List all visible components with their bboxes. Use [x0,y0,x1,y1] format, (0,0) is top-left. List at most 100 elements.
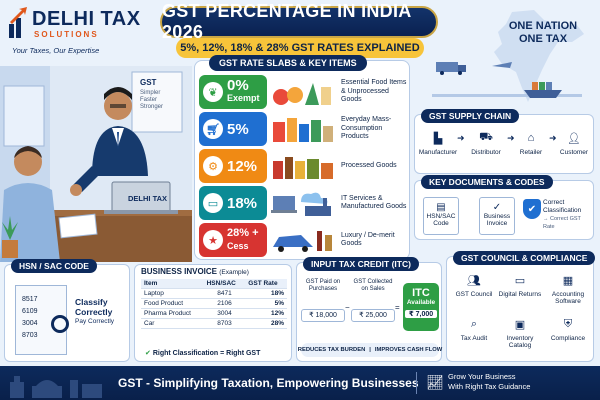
hsn-heading: HSN / SAC CODE [11,259,97,273]
india-map-icon [494,10,584,102]
node-label: Customer [559,149,589,156]
benefit-left: REDUCES TAX BURDEN [297,347,366,353]
divider: | [369,347,371,353]
slab-rate: 5% [227,120,249,138]
board-line-faster: Faster [140,97,158,103]
cart-icon: 🛒︎ [203,119,223,139]
invoice-heading: BUSINESS INVOICE (Example) [141,267,249,276]
hsn-code: 6109 [22,308,38,315]
gst-paid: GST Paid on Purchases ₹ 18,000 [301,279,345,322]
council-item: ⌕ Tax Audit [451,315,497,343]
groceries-icon [273,118,333,142]
council-label: Inventory Catalog [506,335,534,349]
slab-desc: Essential Food Items & Unprocessed Goods [341,79,407,104]
gear-icon: ⚙ [203,156,223,176]
nation-line-2: ONE TAX [518,33,568,45]
table-row: Laptop 8471 18% [141,288,287,299]
classify-note: Classify Correctly Pay Correctly [75,297,129,327]
arrow-icon: ➜ [549,133,557,143]
slab-desc: Luxury / De-merit Goods [341,231,395,248]
table-row: Food Product 2106 5% [141,298,287,309]
itc-sub: Available [406,299,436,306]
itc-heading: INPUT TAX CREDIT (ITC) [303,257,419,271]
slab-badge: 🛒︎ 5% [199,112,267,146]
equals-icon: = [395,303,400,312]
people-icon: 👥︎ [467,274,481,287]
nation-line-1: ONE NATION [508,20,578,32]
minus-icon: − [345,303,350,312]
page-subtitle: 5%, 12%, 18% & 28% GST RATES EXPLAINED [176,38,424,58]
node-customer: 👤︎ Customer [555,129,593,157]
hsn-code: 8517 [22,296,38,303]
shield-check-icon: ✔ [523,199,541,219]
classification-sub: → Correct GST Rate [543,216,581,230]
footer-tagline: Grow Your Business With Right Tax Guidan… [448,372,530,392]
truck-icon: ⛟ [479,131,493,143]
magnifier-icon [51,315,69,333]
table-row: Pharma Product 3004 12% [141,308,287,319]
documents-card: KEY DOCUMENTS & CODES ▤ HSN/SAC Code ✓ B… [414,175,594,240]
calculator-icon: ▦ [562,274,574,287]
monitor-icon: ▭ [203,193,223,213]
slab-badge: ▭ 18% [199,186,267,220]
slab-badge: ★ 28% + Cess [199,223,267,257]
store-icon: ⌂ [527,132,535,144]
factory-icon: ▙ [433,132,443,145]
council-item: ▣ Inventory Catalog [497,315,543,350]
council-item: ⛨ Compliance [543,315,593,343]
shield-icon: ⛨ [563,317,573,330]
laptop-brand: DELHI TAX [128,194,168,203]
itc-title: ITC [412,287,430,299]
board-lines: Simpler Faster Stronger [140,90,163,111]
collected-title: GST Collected on Sales [353,279,393,292]
slab-desc: Everyday Mass-Consumption Products [341,116,392,141]
classify-line-1: Classify [75,297,108,307]
arrow-icon: ➜ [507,133,515,143]
documents-heading: KEY DOCUMENTS & CODES [421,175,553,189]
boxes-icon: ▣ [514,318,526,331]
classification-title: Correct Classification [543,199,582,214]
col-rate: GST Rate [245,279,287,289]
brand-logo: DELHI TAX SOLUTIONS Your Taxes, Our Expe… [8,6,158,62]
brand-name: DELHI TAX [32,8,141,30]
footer-tagline-1: Grow Your Business [448,372,516,381]
brand-sub: SOLUTIONS [34,30,99,39]
council-card: GST COUNCIL & COMPLIANCE 👥︎ GST Council … [446,251,596,362]
classify-line-2: Correctly [75,307,113,317]
council-item: ▦ Accounting Software [543,271,593,306]
laptop-icon: ▭ [514,274,526,287]
invoice-icon: ✓ [492,202,502,213]
slab-rate: 28% + Cess [227,227,259,251]
itc-benefits: REDUCES TAX BURDEN | IMPROVES CASH FLOW [297,343,442,357]
classification-note: Correct Classification → Correct GST Rat… [543,199,593,231]
gst-collected: GST Collected on Sales ₹ 25,000 [351,279,395,322]
check-icon: ✔ [145,350,151,357]
council-heading: GST COUNCIL & COMPLIANCE [453,251,596,265]
slab-row-4: ★ 28% + Cess Luxury / De-merit Goods [199,223,407,257]
arrow-icon: ➜ [457,133,465,143]
council-label: Digital Returns [498,291,542,298]
slabs-heading: GST RATE SLABS & KEY ITEMS [209,55,367,71]
magnifier-icon: ⌕ [470,317,478,330]
slab-rate: 18% [227,194,258,212]
one-nation-text: ONE NATION ONE TAX [498,20,588,46]
slab-rate: 0% Exempt [227,77,260,103]
page-title: GST PERCENTAGE IN INDIA 2026 [160,1,438,42]
invoice-header-row: Item HSN/SAC GST Rate [141,279,287,289]
slab-row-3: ▭ 18% IT Services & Manufactured Goods [199,186,407,220]
node-distributor: ⛟ Distributor [465,129,507,156]
processed-goods-icon [273,157,333,179]
council-label: Accounting Software [551,291,585,305]
slab-row-2: ⚙ 12% Processed Goods [199,149,407,183]
hsn-code: 3004 [22,320,38,327]
footer-banner: GST - Simplifying Taxation, Empowering B… [0,366,600,400]
hsn-card: HSN / SAC CODE 8517 6109 3004 8703 Class… [4,259,130,362]
col-hsn: HSN/SAC [203,279,246,289]
slab-row-1: 🛒︎ 5% Everyday Mass-Consumption Products [199,112,407,146]
leaf-icon: ❦ [203,82,223,102]
node-label: Retailer [519,149,543,156]
luxury-car-icon [273,231,332,252]
gst-slabs-panel: GST RATE SLABS & KEY ITEMS ❦ 0% Exempt Es… [194,55,410,260]
classify-line-3: Pay Correctly [75,318,115,325]
growth-arrow-icon [9,7,27,38]
